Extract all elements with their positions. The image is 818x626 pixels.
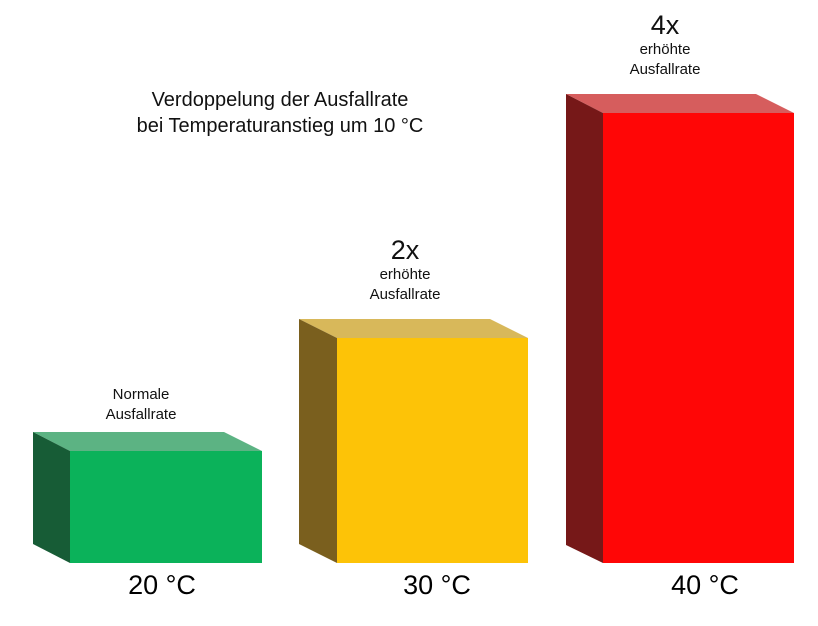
x-label-30c: 30 °C (403, 570, 471, 600)
bar-40c-side (566, 94, 603, 563)
multiplier-label: 4x (650, 10, 680, 40)
annotation-line1: Normale (112, 386, 170, 403)
bar-20c-annotation: Normale Ausfallrate (86, 385, 196, 425)
chart-title-line1: Verdoppelung der Ausfallrate (151, 89, 409, 111)
bar-30c-top (299, 319, 528, 338)
bar-40c (566, 94, 794, 563)
bar-40c-annotation: 4x erhöhte Ausfallrate (610, 10, 720, 80)
annotation-line2: Ausfallrate (369, 286, 441, 303)
multiplier-label: 2x (390, 235, 420, 265)
chart-title-line2: bei Temperaturanstieg um 10 °C (136, 115, 424, 137)
bar-30c (299, 319, 528, 563)
annotation-line2: Ausfallrate (105, 406, 177, 423)
annotation-line2: Ausfallrate (629, 61, 701, 78)
bar-40c-top (566, 94, 794, 113)
x-label-40c: 40 °C (671, 570, 739, 600)
annotation-line1: erhöhte (379, 266, 431, 283)
annotation-line1: erhöhte (639, 41, 691, 58)
x-label-20c: 20 °C (128, 570, 196, 600)
bar-30c-front (337, 338, 528, 563)
bar-20c-top (33, 432, 262, 451)
bar-20c (33, 432, 262, 563)
bar-20c-side (33, 432, 70, 563)
bar-30c-annotation: 2x erhöhte Ausfallrate (350, 235, 460, 305)
bar-30c-side (299, 319, 337, 563)
bar-40c-front (603, 113, 794, 563)
bar-20c-front (70, 451, 262, 563)
chart-title: Verdoppelung der Ausfallrate bei Tempera… (90, 87, 470, 139)
